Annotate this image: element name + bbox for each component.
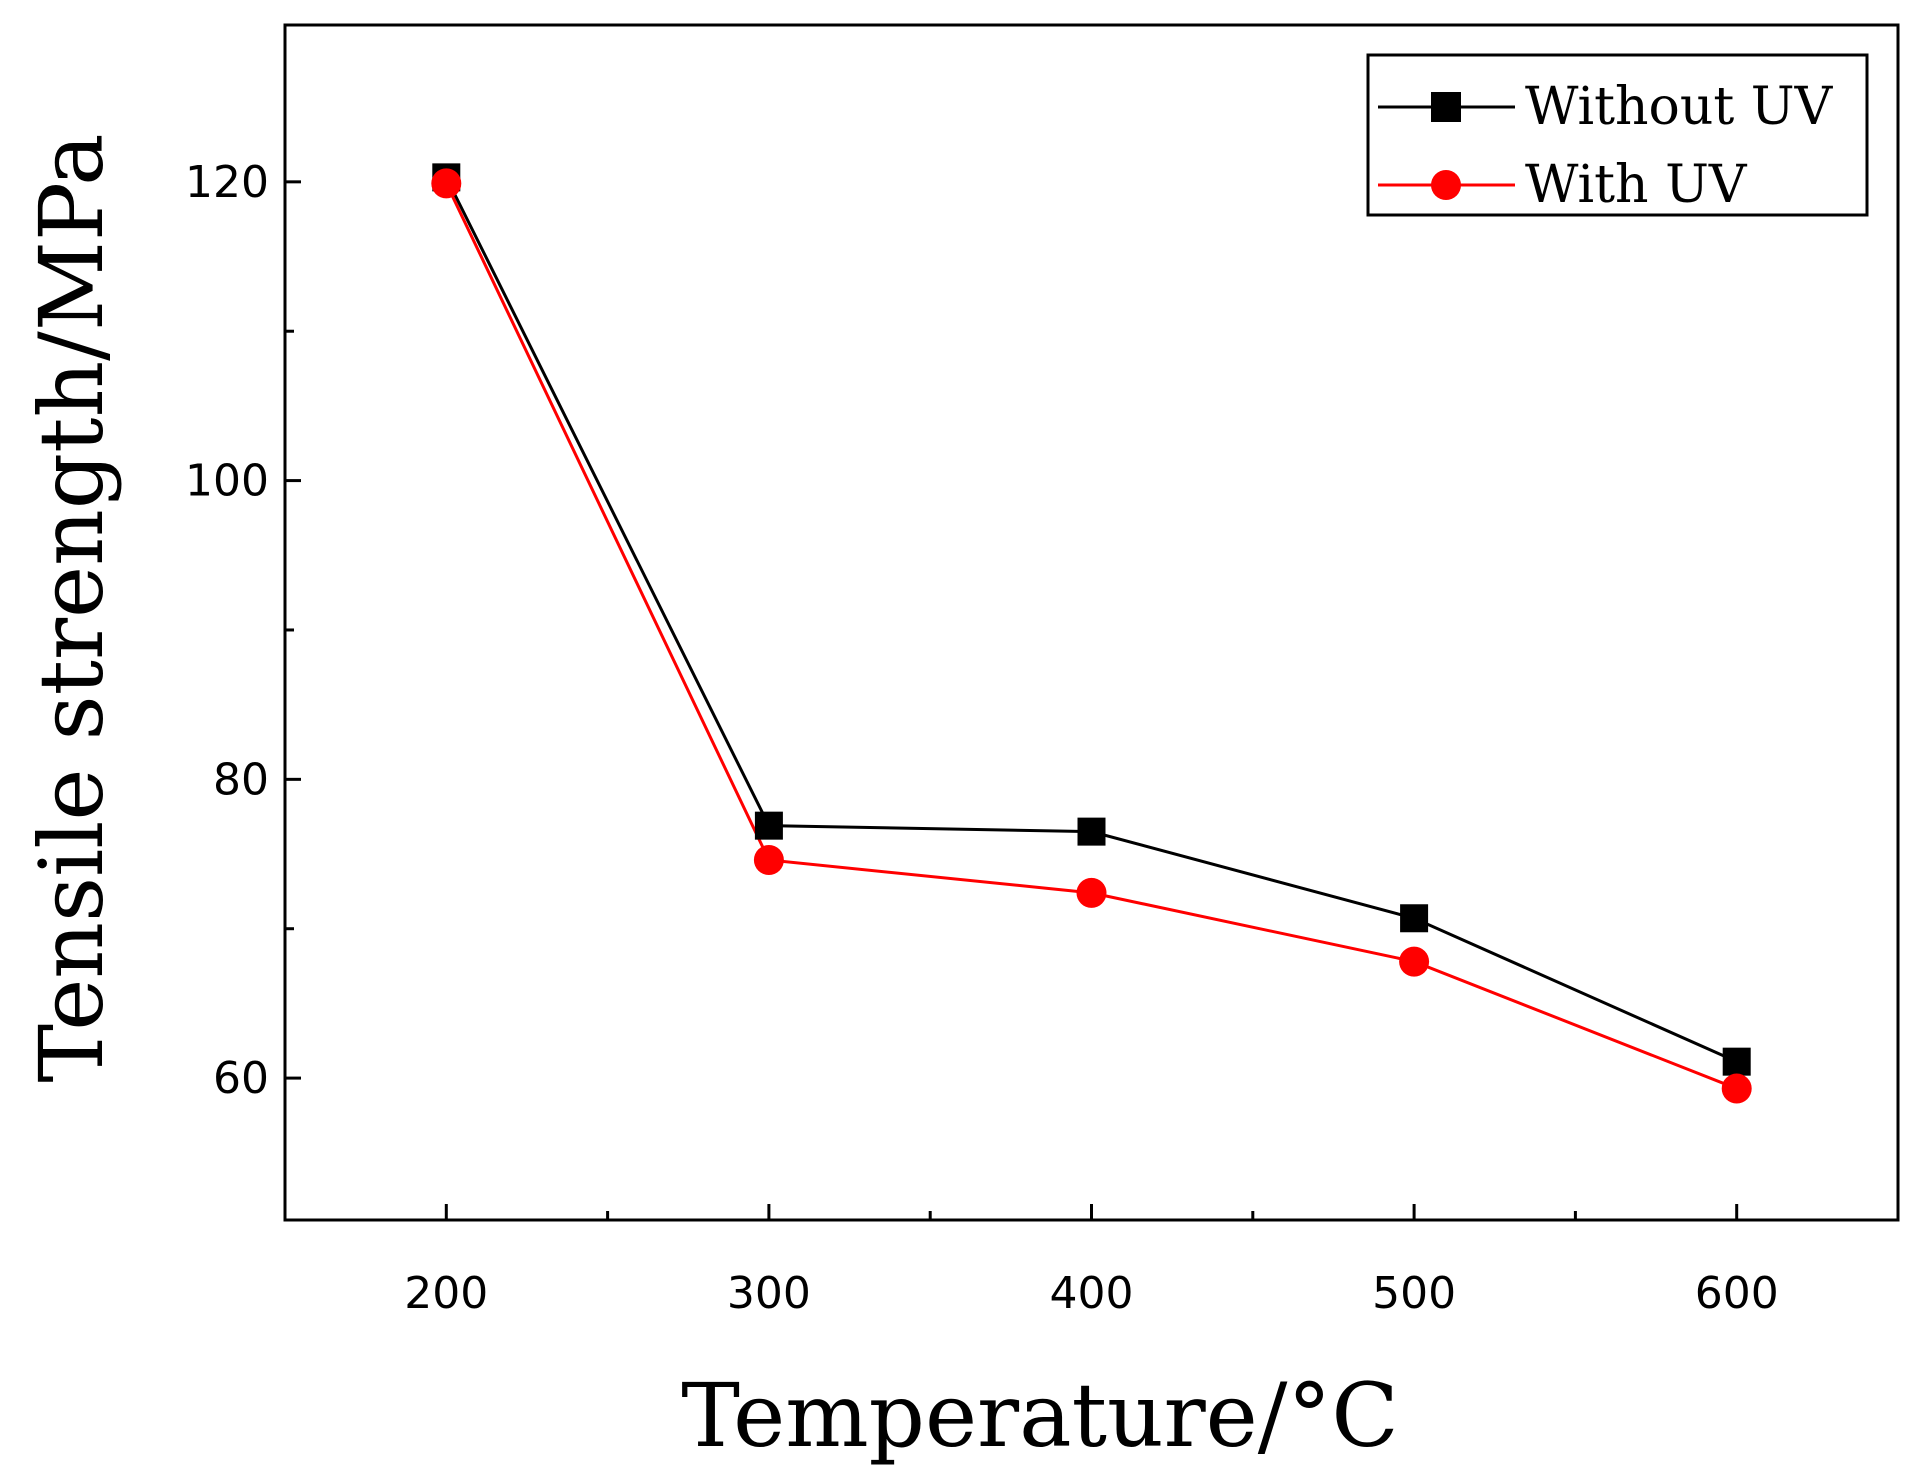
x-tick-label: 600 xyxy=(1695,1268,1779,1319)
legend-label-without-uv: Without UV xyxy=(1525,77,1834,137)
data-point-square xyxy=(1722,1047,1751,1076)
y-tick-label: 100 xyxy=(185,456,269,507)
legend: Without UV With UV xyxy=(1366,53,1869,217)
data-point-square xyxy=(754,811,783,840)
data-point-circle xyxy=(753,845,784,876)
x-tick-label: 400 xyxy=(1050,1268,1134,1319)
series-line-without-uv xyxy=(444,176,1738,1064)
data-point-circle xyxy=(1076,877,1107,908)
data-point-square xyxy=(1400,904,1429,933)
data-point-circle xyxy=(431,168,462,199)
legend-label-with-uv: With UV xyxy=(1525,155,1748,215)
legend-marker-circle xyxy=(1431,170,1461,200)
data-point-circle xyxy=(1399,946,1430,977)
x-axis-title: Temperature/°C xyxy=(681,1364,1399,1467)
legend-marker-square xyxy=(1431,92,1461,122)
x-tick-label: 500 xyxy=(1372,1268,1456,1319)
x-tick-label: 300 xyxy=(727,1268,811,1319)
y-axis-title: Tensile strength/MPa xyxy=(20,133,123,1082)
series-layer xyxy=(431,163,1752,1104)
data-point-square xyxy=(1077,817,1106,846)
series-line-with-uv xyxy=(444,182,1738,1090)
y-tick-label: 60 xyxy=(213,1053,269,1104)
y-tick-label: 80 xyxy=(213,754,269,805)
y-tick-label: 120 xyxy=(185,157,269,208)
axis-ticks: 200 300 400 500 600 60 80 100 120 xyxy=(185,157,1779,1319)
x-tick-label: 200 xyxy=(404,1268,488,1319)
data-point-circle xyxy=(1721,1073,1752,1104)
